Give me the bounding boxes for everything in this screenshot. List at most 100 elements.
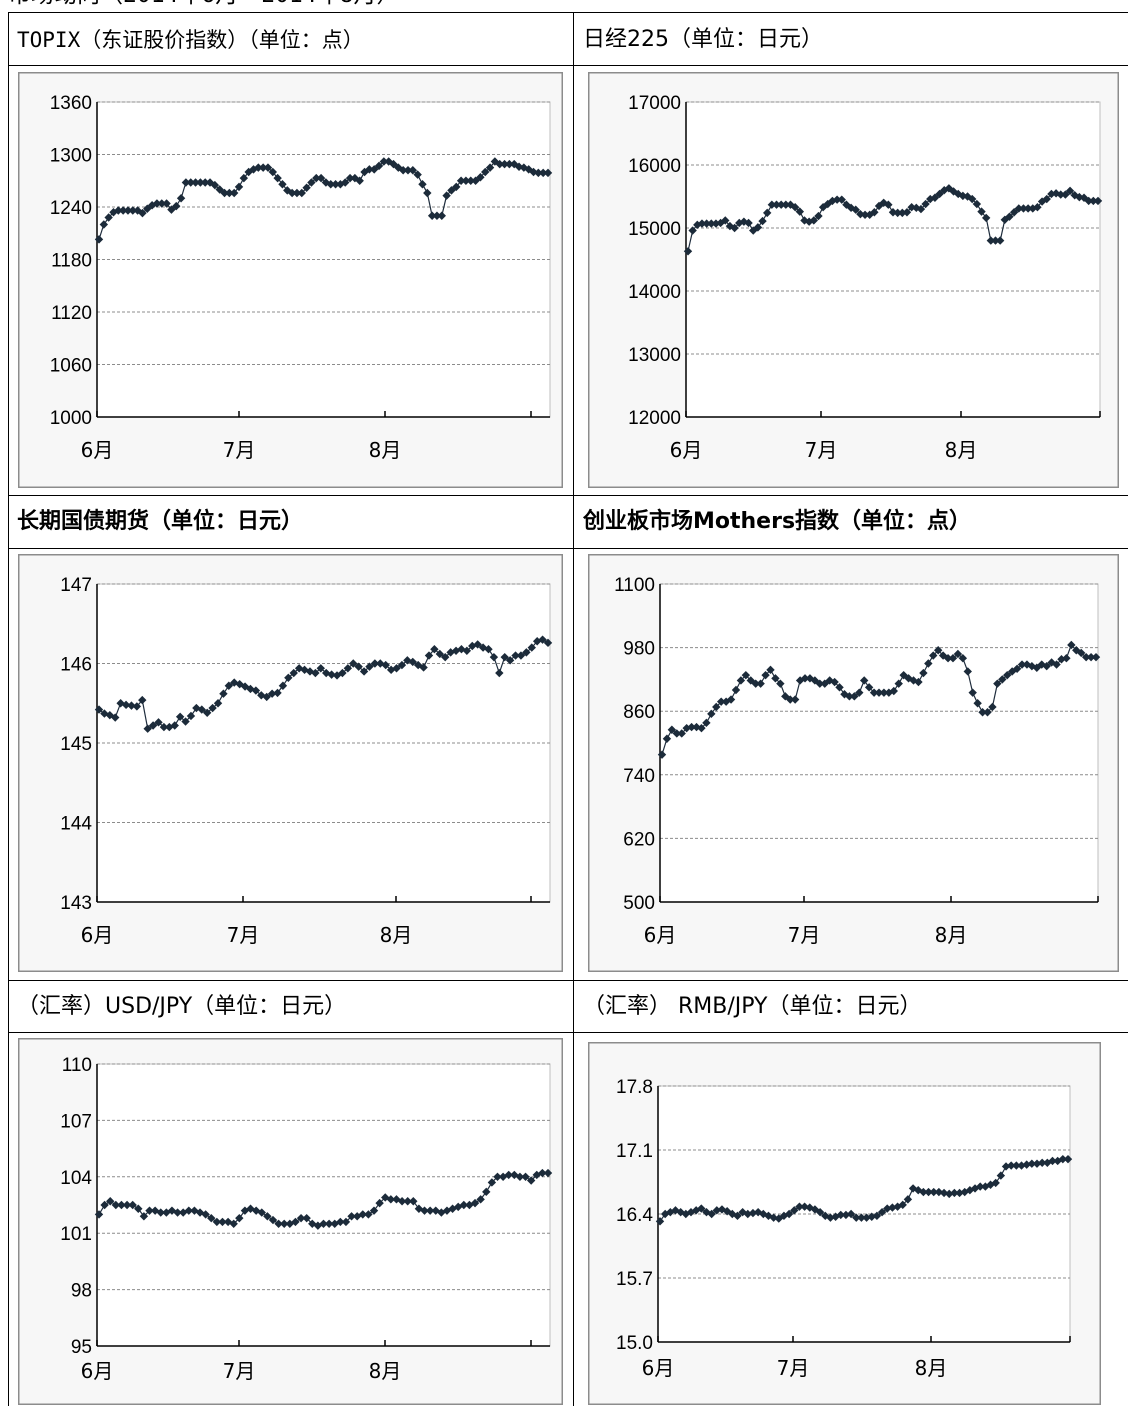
data-point	[950, 1188, 959, 1198]
data-point	[515, 1172, 525, 1181]
mothers-chart: 500 620 740 860 980 1100 6月 7月 8月	[588, 554, 1119, 972]
row-divider	[9, 495, 1128, 496]
data-point	[162, 199, 171, 208]
data-point	[201, 178, 210, 187]
y-tick-label: 15000	[628, 219, 681, 240]
y-tick-label: 143	[60, 893, 92, 914]
data-point	[902, 208, 912, 217]
x-tick-label: 6月	[644, 923, 677, 947]
y-tick-label: 1060	[50, 356, 92, 377]
data-point	[655, 1217, 665, 1226]
data-point	[921, 199, 930, 209]
plot-area	[685, 101, 1101, 418]
data-point	[201, 1210, 210, 1219]
y-tick-label: 107	[60, 1111, 92, 1132]
data-point	[721, 216, 730, 225]
row-divider	[9, 980, 1128, 981]
data-point	[157, 199, 166, 208]
data-point	[995, 236, 1005, 245]
x-tick-label: 6月	[81, 438, 114, 462]
data-point	[145, 1206, 154, 1215]
data-point	[117, 1200, 126, 1210]
data-point	[116, 699, 125, 708]
data-point	[772, 200, 781, 209]
data-point	[907, 203, 916, 212]
data-point	[487, 1178, 497, 1187]
data-point	[973, 699, 982, 708]
jgb-futures-header: 长期国债期货（单位：日元）	[17, 509, 304, 534]
data-point	[152, 199, 162, 208]
data-point	[138, 208, 147, 218]
jgb-futures-chart: 143 144 145 146 147 6月 7月 8月	[18, 554, 563, 972]
data-point	[106, 1197, 115, 1206]
data-point	[702, 219, 711, 228]
data-point	[935, 189, 944, 199]
data-point	[657, 750, 667, 759]
data-point	[427, 211, 437, 220]
x-tick-label: 6月	[81, 1359, 114, 1383]
x-tick-label: 7月	[223, 438, 256, 462]
usd-jpy-chart: 95 98 101 104 107 110 6月 7月 8月	[18, 1038, 563, 1405]
y-tick-label: 17.8	[616, 1077, 653, 1098]
x-tick-label: 6月	[642, 1356, 675, 1380]
data-point	[148, 721, 158, 730]
x-tick-label: 8月	[380, 923, 413, 947]
y-tick-label: 14000	[628, 282, 681, 303]
data-point	[1000, 215, 1010, 225]
x-tick-label: 8月	[915, 1356, 948, 1380]
y-tick-label: 146	[60, 655, 92, 676]
x-tick-label: 8月	[945, 438, 978, 462]
data-point	[1047, 189, 1056, 199]
data-point	[118, 206, 128, 215]
data-point	[186, 711, 196, 721]
data-point	[114, 206, 123, 215]
data-point	[836, 1210, 845, 1220]
data-point	[104, 213, 113, 222]
data-point	[823, 199, 832, 209]
data-point	[857, 1213, 866, 1222]
data-point	[186, 178, 195, 187]
data-point	[156, 1208, 165, 1217]
data-point	[432, 211, 442, 220]
data-point	[933, 646, 943, 655]
data-point	[446, 648, 455, 657]
nikkei-header: 日经225（单位：日元）	[583, 27, 823, 52]
data-point	[213, 699, 223, 708]
data-point	[225, 188, 234, 198]
x-tick-label: 7月	[805, 438, 838, 462]
data-point	[846, 203, 856, 213]
data-point	[767, 200, 777, 209]
y-tick-label: 13000	[628, 345, 681, 366]
data-point	[172, 201, 181, 211]
data-point	[437, 211, 446, 220]
y-tick-label: 145	[60, 734, 92, 755]
data-point	[358, 1210, 367, 1219]
data-point	[111, 713, 120, 722]
data-point	[240, 682, 250, 691]
data-point	[1027, 661, 1037, 671]
data-point	[972, 199, 982, 209]
data-point	[958, 191, 968, 201]
data-point	[196, 178, 205, 187]
data-point	[991, 236, 1000, 245]
data-point	[852, 1213, 861, 1222]
data-point	[874, 201, 884, 211]
data-point	[111, 1200, 121, 1210]
data-point	[246, 684, 255, 694]
data-point	[128, 206, 137, 215]
row-divider	[9, 548, 1128, 549]
y-tick-label: 12000	[628, 408, 681, 429]
usd-jpy-header: （汇率）USD/JPY（单位：日元）	[17, 994, 347, 1019]
data-point	[784, 1209, 794, 1219]
data-point	[924, 659, 933, 668]
data-point	[1061, 190, 1070, 199]
data-point	[109, 208, 118, 217]
y-tick-label: 144	[60, 814, 92, 835]
data-point	[919, 668, 928, 678]
data-point	[403, 1197, 412, 1206]
row-divider	[9, 1032, 1128, 1033]
data-point	[94, 1210, 104, 1219]
y-tick-label: 1120	[51, 303, 92, 324]
data-point	[99, 220, 109, 229]
data-point	[753, 1207, 763, 1217]
